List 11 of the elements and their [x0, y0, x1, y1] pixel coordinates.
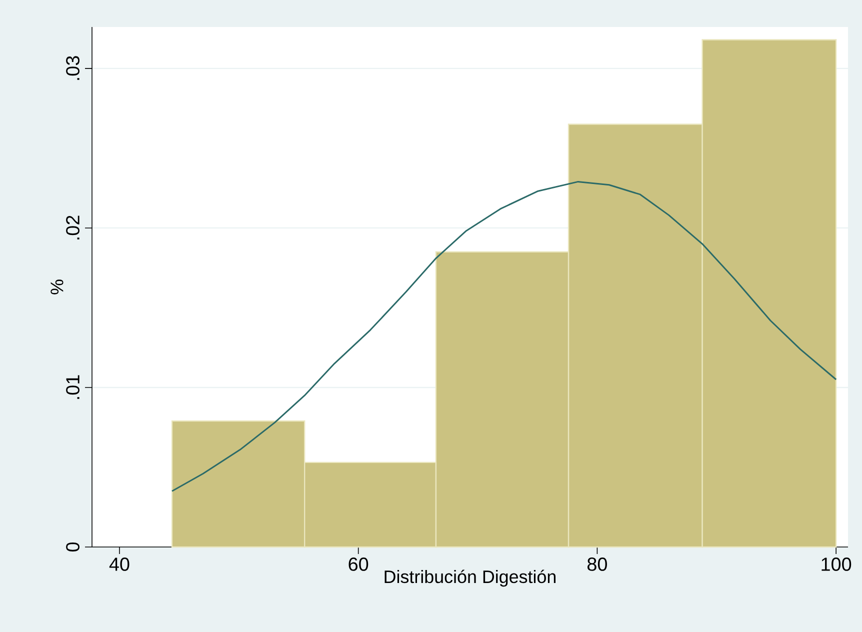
y-tick-label: .01 [66, 375, 80, 399]
x-axis-title: Distribución Digestión [384, 570, 556, 587]
x-tick-label: 60 [348, 558, 368, 571]
x-tick-label: 100 [822, 558, 852, 571]
y-axis-title: % [50, 280, 64, 294]
y-tick-label: .03 [66, 56, 80, 80]
x-tick-label: 40 [109, 558, 130, 571]
y-tick-label: .02 [66, 216, 80, 240]
line-series [171, 180, 837, 492]
x-tick-label: 80 [588, 558, 607, 571]
y-tick-label: 0 [66, 542, 80, 552]
